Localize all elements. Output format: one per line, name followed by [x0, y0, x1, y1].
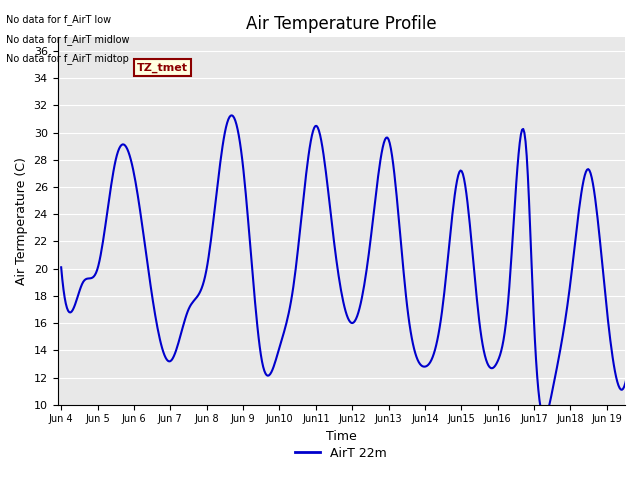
Text: No data for f_AirT midlow: No data for f_AirT midlow: [6, 34, 130, 45]
AirT 22m: [597, 248, 605, 254]
AirT 22m: [621, 380, 629, 386]
Legend: AirT 22m: AirT 22m: [291, 442, 392, 465]
Title: Air Temperature Profile: Air Temperature Profile: [246, 15, 436, 33]
Text: No data for f_AirT low: No data for f_AirT low: [6, 14, 111, 25]
Y-axis label: Air Termperature (C): Air Termperature (C): [15, 157, 28, 285]
AirT 22m: [540, 415, 548, 420]
AirT 22m: [114, 148, 122, 154]
X-axis label: Time: Time: [326, 430, 356, 443]
Text: TZ_tmet: TZ_tmet: [137, 62, 188, 72]
AirT 22m: [58, 264, 65, 270]
Line: AirT 22m: AirT 22m: [61, 50, 640, 418]
Text: No data for f_AirT midtop: No data for f_AirT midtop: [6, 53, 129, 64]
